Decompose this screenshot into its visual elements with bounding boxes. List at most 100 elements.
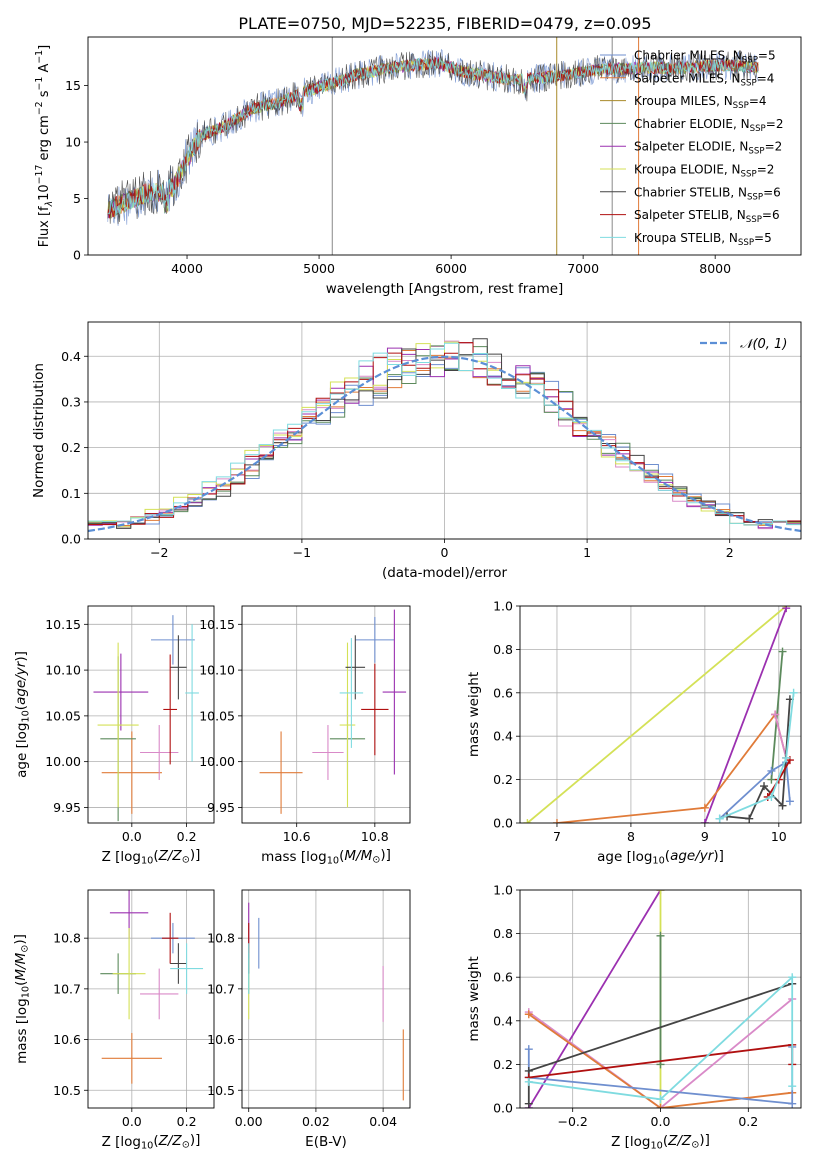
- data-point: [170, 943, 204, 994]
- age-vs-Z-grid: [88, 606, 214, 823]
- age-vs-mass-plot-area: [259, 609, 407, 814]
- residuals-legend: 𝒩(0, 1): [700, 337, 787, 352]
- age-vs-Z-ytick-label: 10.10: [45, 663, 81, 678]
- residuals-xtick-label: −2: [150, 545, 168, 560]
- axes-frame: [87, 889, 215, 1109]
- weight-vs-age-ytick-label: 0.4: [493, 729, 513, 744]
- weight-vs-age-grid: [520, 605, 801, 824]
- age-vs-Z-xtick-label: 0.2: [177, 829, 197, 844]
- age-vs-Z-panel: 0.0 0.2 9.95 10.00 10.05 10.10 10.15 Z [log10(Z…: [13, 605, 215, 866]
- legend-entry: Kroupa STELIB, NSSP=5: [634, 231, 772, 248]
- spectrum-panel: 4000 5000 6000 7000 8000 0 5 10 15 wavelength [An…: [34, 36, 802, 297]
- mass-vs-Z-ytick-label: 10.7: [53, 981, 81, 996]
- spectrum-plot-area: [107, 37, 759, 255]
- data-point: [312, 725, 344, 780]
- residuals-ytick-label: 0.4: [61, 349, 81, 364]
- age-vs-mass-xtick-label: 10.8: [361, 829, 389, 844]
- age-vs-mass-grid: [242, 606, 410, 823]
- age-vs-Z-xlabel: Z [log10(Z/Z⊙)]: [102, 847, 201, 866]
- weight-vs-Z-plot-area: [524, 890, 797, 1108]
- legend-entry: Kroupa ELODIE, NSSP=2: [634, 163, 774, 180]
- weight-marker: [788, 1082, 797, 1091]
- weight-marker: [767, 775, 776, 784]
- mass-vs-ebv-panel: 0.00 0.02 0.04 10.5 10.6 10.7 10.8 E(B-V): [207, 889, 411, 1150]
- weight-vs-age-panel: 7 8 9 10 0.0 0.2 0.4 0.6 0.8 1.0 age [log10(age/yr…: [466, 599, 802, 866]
- weight-line: [719, 760, 791, 820]
- age-vs-Z-ytick-label: 10.05: [45, 708, 81, 723]
- age-vs-Z-xtick-label: 0.0: [122, 829, 142, 844]
- weight-marker: [767, 792, 776, 801]
- data-point: [161, 912, 179, 964]
- weight-vs-Z-panel: −0.2 0.0 0.2 0.0 0.2 0.4 0.6 0.8 1.0 Z [log10(Z/Z…: [466, 883, 802, 1151]
- weight-line: [528, 975, 794, 1101]
- mass-vs-Z-ylabel: mass [log10(M/M⊙)]: [12, 934, 31, 1064]
- data-point: [112, 928, 146, 1020]
- weight-line: [528, 890, 662, 1108]
- age-vs-mass-ytick-label: 9.95: [207, 800, 235, 815]
- weight-marker: [524, 1077, 533, 1086]
- weight-marker: [785, 797, 794, 806]
- weight-marker: [782, 606, 791, 613]
- weight-vs-age-xtick-label: 9: [701, 829, 709, 844]
- age-vs-mass-ytick-label: 10.10: [199, 663, 235, 678]
- data-point: [339, 638, 364, 748]
- weight-marker: [523, 819, 532, 823]
- weight-marker: [700, 803, 709, 812]
- spectrum-ytick-label: 5: [73, 191, 81, 206]
- axes-frame: [87, 36, 802, 256]
- mass-vs-ebv-xtick-label: 0.00: [235, 1114, 263, 1129]
- weight-marker: [715, 814, 724, 823]
- weight-marker: [760, 782, 769, 791]
- weight-marker: [778, 647, 787, 656]
- age-vs-mass-xlabel: mass [log10(M/M⊙)]: [261, 847, 391, 866]
- weight-marker: [788, 973, 797, 982]
- data-point: [140, 725, 179, 780]
- figure-title: PLATE=0750, MJD=52235, FIBERID=0479, z=0…: [238, 14, 651, 33]
- age-vs-mass-ytick-label: 10.15: [199, 617, 235, 632]
- residuals-xtick-label: 2: [726, 545, 734, 560]
- weight-vs-Z-xtick-label: −0.2: [558, 1114, 588, 1129]
- mass-vs-ebv-xtick-label: 0.02: [302, 1114, 330, 1129]
- weight-vs-age-ytick-label: 0.8: [493, 642, 513, 657]
- residuals-plot-area: [88, 338, 801, 533]
- residuals-ylabel: Normed distribution: [31, 363, 47, 498]
- mass-vs-Z-xtick-label: 0.2: [177, 1114, 197, 1129]
- residuals-xlabel: (data-model)/error: [382, 565, 508, 581]
- axes-frame: [519, 889, 802, 1109]
- axes-frame: [241, 889, 411, 1109]
- age-vs-Z-ytick-label: 10.00: [45, 754, 81, 769]
- weight-vs-Z-xtick-label: 0.0: [651, 1114, 671, 1129]
- residuals-ytick-label: 0.2: [61, 440, 81, 455]
- age-vs-Z-ytick-label: 10.15: [45, 617, 81, 632]
- weight-marker: [656, 931, 665, 940]
- gaussian-curve: [88, 355, 801, 533]
- weight-line: [727, 699, 791, 820]
- weight-vs-Z-xlabel: Z [log10(Z/Z⊙)]: [611, 1132, 710, 1151]
- axes-frame: [87, 605, 215, 824]
- weight-marker: [524, 1010, 533, 1019]
- weight-marker: [656, 1095, 665, 1104]
- weight-vs-Z-ylabel: mass weight: [466, 956, 482, 1041]
- data-point: [140, 968, 179, 1020]
- mass-vs-ebv-ytick-label: 10.5: [207, 1083, 235, 1098]
- residuals-ytick-label: 0.1: [61, 486, 81, 501]
- mass-vs-ebv-plot-area: [248, 902, 404, 1101]
- spectrum-xtick-label: 7000: [567, 261, 599, 276]
- weight-vs-age-xtick-label: 7: [553, 829, 561, 844]
- weight-vs-age-ylabel: mass weight: [466, 672, 482, 757]
- weight-marker: [656, 890, 665, 894]
- weight-marker: [524, 1045, 533, 1054]
- mass-vs-Z-xlabel: Z [log10(Z/Z⊙)]: [102, 1132, 201, 1151]
- weight-vs-age-ytick-label: 0.2: [493, 772, 513, 787]
- residuals-xtick-label: 1: [583, 545, 591, 560]
- weight-vs-Z-ytick-label: 1.0: [493, 883, 513, 898]
- weight-vs-Z-xtick-label: 0.2: [738, 1114, 758, 1129]
- legend-entry: Chabrier ELODIE, NSSP=2: [634, 117, 783, 134]
- age-vs-Z-ylabel: age [log10(age/yr)]: [13, 651, 31, 778]
- spectrum-ytick-label: 15: [65, 78, 81, 93]
- mass-vs-ebv-xtick-label: 0.04: [369, 1114, 397, 1129]
- weight-vs-age-ytick-label: 0.0: [493, 816, 513, 831]
- weight-line: [528, 1013, 793, 1108]
- age-vs-mass-ytick-label: 10.00: [199, 754, 235, 769]
